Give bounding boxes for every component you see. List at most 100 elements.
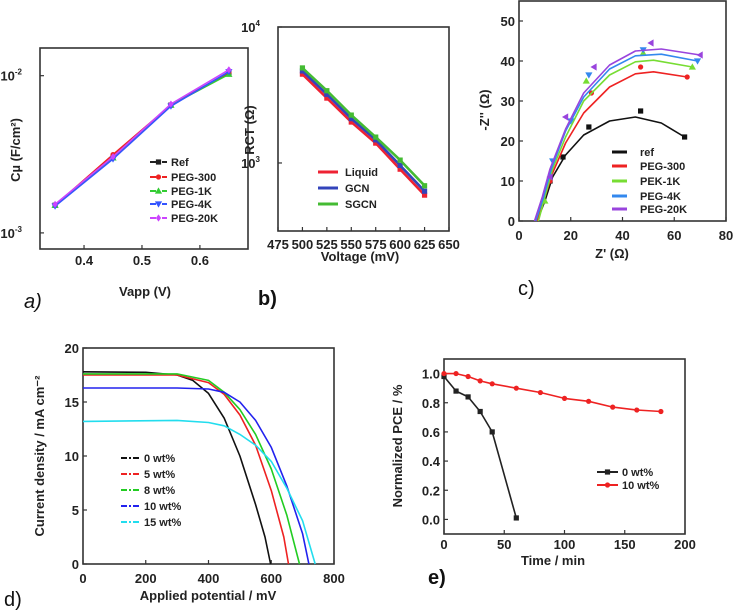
- chart-panel-b: 475 500 525 550 575 600 625 650 103 104 Voltage (m…: [241, 19, 460, 310]
- legend-item: ref: [612, 147, 654, 159]
- series-peg-20k: [533, 39, 703, 222]
- chart-panel-e: 0 50 100 150 200 0.0 0.2 0.4 0.6 0.8 1.0 Time / min…: [390, 358, 696, 589]
- y-axis-label: Cµ (F/cm²): [8, 118, 23, 182]
- x-tick-label: 0.5: [133, 253, 151, 268]
- data-point: [546, 173, 553, 181]
- x-tick-label: 600: [260, 571, 282, 586]
- series-line: [536, 116, 686, 222]
- x-tick-label: 600: [389, 237, 411, 252]
- series-line: [443, 375, 518, 519]
- x-tick-label: 200: [135, 571, 157, 586]
- y-tick-exponent: -3: [15, 225, 23, 234]
- series-8-wt-: [83, 373, 301, 565]
- data-point: [638, 64, 644, 70]
- legend-label: PEK-1K: [640, 176, 680, 188]
- x-tick-label: 400: [198, 571, 220, 586]
- legend-label: Ref: [171, 157, 189, 169]
- x-tick-label: 625: [414, 237, 436, 252]
- y-tick-exponent: 3: [256, 155, 261, 164]
- y-axis-label: Current density / mA cm⁻²: [32, 375, 47, 537]
- data-point: [226, 66, 232, 74]
- data-point: [373, 140, 379, 146]
- legend-item: 0 wt%: [597, 467, 653, 479]
- y-tick-label: 10: [65, 449, 79, 464]
- data-point: [110, 153, 116, 161]
- y-tick-label: 40: [501, 54, 515, 69]
- data-point: [561, 395, 568, 401]
- legend-label: 0 wt%: [144, 453, 175, 465]
- x-axis-label: Applied potential / mV: [140, 588, 277, 603]
- data-point: [489, 429, 495, 435]
- data-point: [610, 404, 616, 410]
- data-point: [634, 407, 640, 413]
- series-5-wt-: [83, 374, 290, 565]
- y-tick-label: 10-2: [0, 68, 22, 84]
- legend-item: 10 wt%: [121, 501, 182, 513]
- data-point: [586, 398, 592, 404]
- data-point: [421, 188, 428, 194]
- data-point: [647, 39, 654, 47]
- series-10-wt-: [441, 370, 664, 415]
- data-point: [513, 385, 519, 391]
- legend-item: 15 wt%: [121, 517, 182, 529]
- legend-item: PEG-20K: [612, 204, 687, 216]
- legend-item: PEG-20K: [150, 213, 218, 225]
- legend-marker: [155, 174, 162, 180]
- x-tick-label: 100: [554, 537, 576, 552]
- data-point: [299, 71, 306, 77]
- legend-marker: [155, 159, 162, 165]
- series-line: [533, 48, 701, 222]
- legend-item: PEG-4K: [612, 191, 681, 203]
- legend-marker: [604, 469, 611, 475]
- series-gcn: [299, 68, 428, 194]
- x-tick-label: 0.6: [191, 253, 209, 268]
- series-15-wt-: [82, 419, 316, 565]
- legend-item: 8 wt%: [121, 485, 175, 497]
- series-0-wt-: [441, 373, 519, 521]
- data-point: [348, 115, 354, 122]
- data-point: [465, 394, 471, 400]
- data-point: [324, 95, 330, 101]
- legend-label: PEG-4K: [171, 199, 212, 211]
- y-tick-label: 15: [65, 395, 79, 410]
- data-point: [590, 63, 597, 71]
- legend-label: 5 wt%: [144, 469, 175, 481]
- panel-label: e): [428, 567, 446, 589]
- data-point: [477, 408, 483, 415]
- panel-label: d): [4, 589, 22, 611]
- legend-label: PEG-20K: [640, 204, 687, 216]
- x-tick-label: 0: [79, 571, 86, 586]
- x-tick-label: 575: [365, 237, 387, 252]
- x-tick-label: 0: [440, 537, 447, 552]
- legend-label: 10 wt%: [144, 501, 182, 513]
- series-line: [301, 70, 426, 193]
- data-point: [421, 183, 428, 189]
- legend-item: PEG-4K: [150, 199, 212, 211]
- x-axis-label: Vapp (V): [119, 284, 171, 299]
- legend-marker: [155, 214, 162, 222]
- data-point: [441, 373, 447, 380]
- data-point: [582, 77, 590, 84]
- x-tick-label: 525: [316, 237, 338, 252]
- chart-panel-d: 0 200 400 600 800 0 5 10 15 20 Applied potential /…: [4, 341, 345, 611]
- series-line: [537, 59, 693, 222]
- data-point: [688, 63, 696, 70]
- legend-label: 8 wt%: [144, 485, 175, 497]
- legend-label: 0 wt%: [622, 467, 653, 479]
- x-tick-label: 80: [719, 228, 733, 243]
- series-line: [54, 69, 230, 205]
- series-10-wt-: [83, 387, 310, 565]
- x-tick-label: 150: [614, 537, 636, 552]
- x-tick-label: 500: [292, 237, 314, 252]
- legend-label: ref: [640, 147, 654, 159]
- y-tick-label: 0.0: [422, 512, 440, 527]
- series-line: [444, 372, 661, 413]
- legend-label: SGCN: [345, 199, 377, 211]
- data-point: [638, 108, 644, 114]
- y-tick-label: 103: [241, 155, 260, 171]
- data-point: [373, 137, 379, 143]
- series-line: [83, 374, 290, 565]
- x-tick-label: 650: [438, 237, 460, 252]
- data-point: [696, 51, 703, 59]
- data-point: [567, 118, 575, 125]
